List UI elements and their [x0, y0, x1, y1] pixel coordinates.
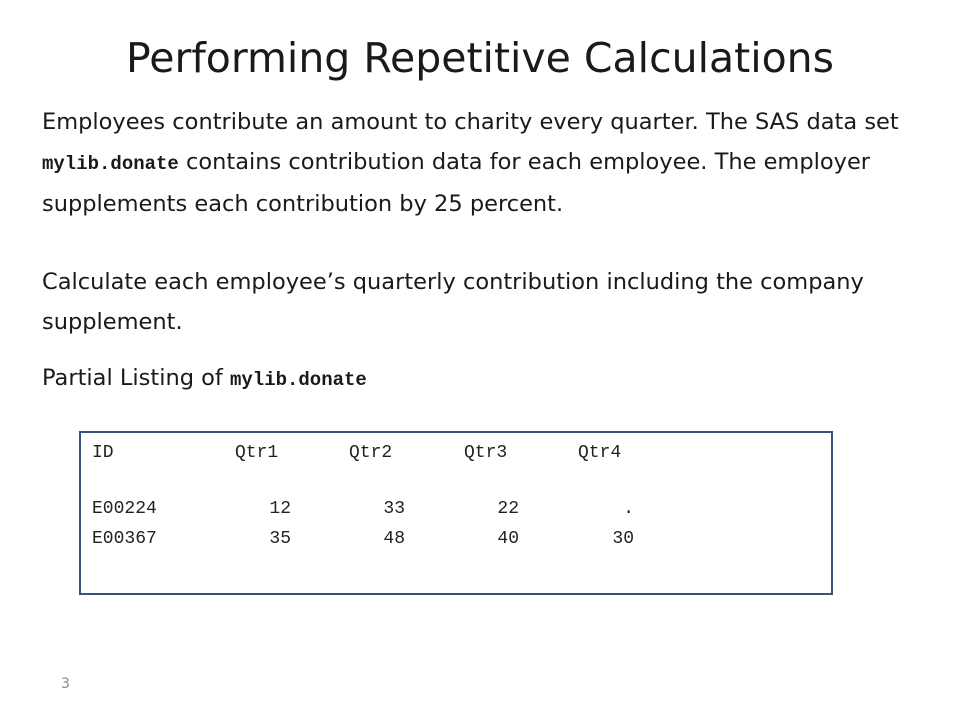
intro-text-before: Employees contribute an amount to charit…	[42, 109, 899, 135]
cell-id: E00367	[92, 529, 157, 549]
task-paragraph: Calculate each employee’s quarterly cont…	[42, 269, 864, 335]
slide-title: Performing Repetitive Calculations	[125, 34, 835, 82]
listing-header-row: ID Qtr1 Qtr2 Qtr3 Qtr4	[81, 443, 831, 467]
dataset-name-code: mylib.donate	[42, 153, 179, 175]
table-row: E00367 35 48 40 30	[81, 529, 831, 553]
listing-caption: Partial Listing of mylib.donate	[42, 358, 902, 400]
header-id: ID	[92, 443, 114, 463]
listing-caption-text: Partial Listing of	[42, 365, 230, 391]
cell-qtr4: .	[623, 499, 634, 519]
cell-qtr4: 30	[612, 529, 634, 549]
cell-qtr2: 48	[383, 529, 405, 549]
cell-qtr3: 40	[497, 529, 519, 549]
listing-caption-code: mylib.donate	[229, 369, 367, 391]
header-qtr2: Qtr2	[349, 443, 393, 463]
header-qtr3: Qtr3	[464, 443, 508, 463]
cell-qtr3: 22	[497, 499, 519, 519]
table-row: E00224 12 33 22 .	[81, 499, 831, 523]
intro-text-after: contains contribution data for each empl…	[42, 149, 871, 217]
header-qtr4: Qtr4	[578, 443, 622, 463]
cell-id: E00224	[92, 499, 157, 519]
cell-qtr1: 12	[269, 499, 291, 519]
cell-qtr1: 35	[269, 529, 291, 549]
cell-qtr2: 33	[383, 499, 405, 519]
data-listing-box: ID Qtr1 Qtr2 Qtr3 Qtr4 E00224 12 33 22 .…	[79, 431, 833, 595]
intro-paragraph: Employees contribute an amount to charit…	[42, 102, 902, 224]
page-number: 3	[61, 676, 70, 692]
header-qtr1: Qtr1	[235, 443, 279, 463]
